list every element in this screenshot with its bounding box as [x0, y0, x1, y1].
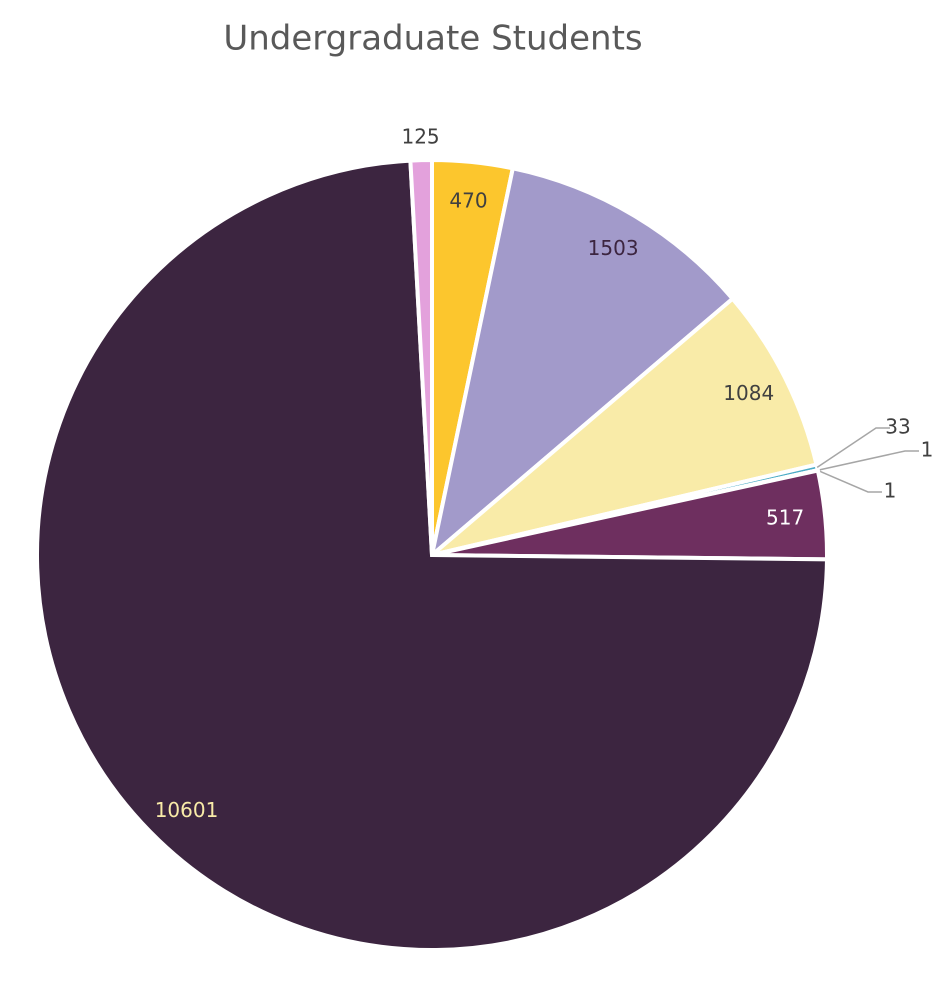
leader-line — [816, 427, 890, 469]
data-label: 1 — [884, 479, 897, 503]
data-label: 10601 — [155, 798, 219, 822]
data-label: 125 — [401, 125, 439, 149]
data-label: 33 — [885, 415, 910, 439]
data-label: 1503 — [588, 236, 639, 260]
pie-slice — [428, 165, 736, 561]
leader-line — [817, 469, 882, 493]
leader-line — [817, 450, 919, 471]
pie-slice — [430, 295, 819, 557]
data-label: 1 — [921, 438, 934, 462]
data-label: 517 — [766, 505, 804, 529]
pie-slice — [408, 157, 434, 556]
data-label: 1084 — [723, 381, 774, 405]
chart-title: Undergraduate Students — [223, 19, 642, 59]
data-label: 470 — [449, 188, 487, 212]
pie-slice — [35, 158, 830, 952]
